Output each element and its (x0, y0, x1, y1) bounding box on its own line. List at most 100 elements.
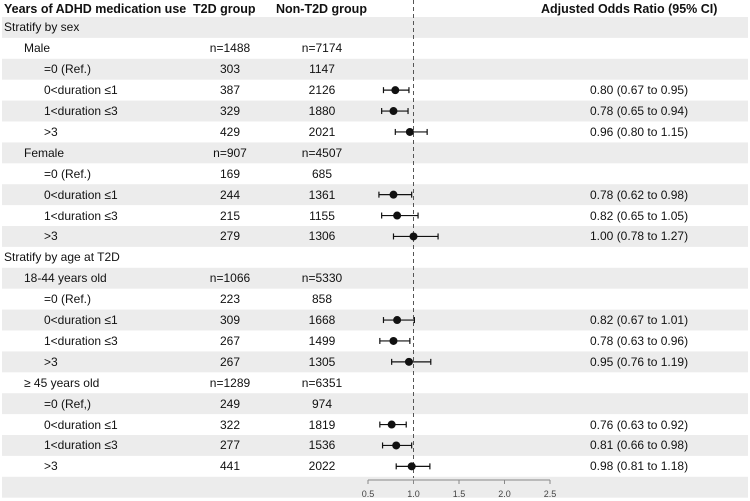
non-t2d-count: n=4507 (301, 145, 343, 160)
header-adjusted-odds-ratio: Adjusted Odds Ratio (95% CI) (541, 2, 718, 16)
odds-ratio-ci: 1.00 (0.78 to 1.27) (590, 229, 689, 244)
t2d-count: n=1289 (209, 375, 251, 390)
row-label: 1<duration ≤3 (44, 208, 118, 223)
row-band (2, 393, 748, 415)
odds-ratio-point (389, 336, 398, 345)
row-label: Male (24, 41, 51, 56)
x-tick-label: 0.5 (361, 489, 375, 499)
row-band (2, 435, 748, 456)
t2d-count: 303 (219, 62, 241, 77)
t2d-count: 249 (219, 396, 241, 411)
header-years: Years of ADHD medication use (4, 2, 187, 16)
non-t2d-count: n=7174 (301, 41, 343, 56)
ci-marks (378, 86, 439, 471)
t2d-count: 387 (219, 83, 241, 98)
odds-ratio-ci: 0.76 (0.63 to 0.92) (590, 417, 689, 432)
row-band (2, 351, 748, 373)
row-band (2, 476, 748, 498)
odds-ratio-ci: 0.95 (0.76 to 1.19) (590, 354, 689, 369)
t2d-count: 309 (219, 313, 241, 328)
t2d-count: 441 (219, 459, 241, 474)
row-bands (2, 17, 748, 498)
non-t2d-count: 2022 (308, 459, 336, 474)
odds-ratio-ci: 0.80 (0.67 to 0.95) (590, 83, 689, 98)
non-t2d-count: 974 (311, 396, 333, 411)
t2d-count: 277 (219, 438, 241, 453)
non-t2d-count: 2021 (308, 124, 336, 139)
odds-ratio-point (407, 462, 416, 471)
row-label: 18-44 years old (24, 271, 107, 286)
row-label: =0 (Ref.) (44, 166, 92, 181)
t2d-count: 322 (219, 417, 241, 432)
odds-ratio-point (405, 127, 414, 136)
row-band (2, 267, 748, 289)
x-tick-label: 2.0 (498, 489, 511, 499)
row-label: Stratify by age at T2D (4, 250, 120, 265)
row-label: >3 (44, 459, 58, 474)
x-tick-label: 2.5 (543, 489, 557, 499)
odds-ratio-ci: 0.98 (0.81 to 1.18) (590, 459, 689, 474)
non-t2d-count: 1306 (308, 229, 336, 244)
non-t2d-count: 858 (311, 292, 333, 307)
odds-ratio-ci: 0.78 (0.62 to 0.98) (590, 187, 689, 202)
t2d-count: n=1488 (209, 41, 251, 56)
non-t2d-count: 1361 (308, 187, 336, 202)
t2d-count: 267 (219, 354, 241, 369)
odds-ratio-point (389, 190, 398, 199)
row-label: =0 (Ref.) (44, 292, 92, 307)
row-label: 0<duration ≤1 (44, 83, 118, 98)
row-label: >3 (44, 354, 58, 369)
t2d-count: 329 (219, 104, 241, 119)
x-tick-label: 1.0 (407, 489, 420, 499)
row-label: 0<duration ≤1 (44, 313, 118, 328)
t2d-count: 215 (219, 208, 241, 223)
row-label: =0 (Ref.) (44, 62, 92, 77)
t2d-count: 429 (219, 124, 241, 139)
non-t2d-count: 1155 (309, 208, 335, 223)
non-t2d-count: 1880 (308, 104, 336, 119)
non-t2d-count: n=6351 (301, 375, 343, 390)
header-t2d-group: T2D group (193, 2, 256, 16)
row-band (2, 184, 748, 206)
t2d-count: 223 (219, 292, 241, 307)
row-band (2, 226, 748, 247)
odds-ratio-point (391, 86, 400, 95)
odds-ratio-ci: 0.78 (0.63 to 0.96) (590, 333, 689, 348)
header-non-t2d-group: Non-T2D group (276, 2, 367, 16)
row-label: ≥ 45 years old (24, 375, 100, 390)
odds-ratio-ci: 0.81 (0.66 to 0.98) (590, 438, 689, 453)
t2d-count: 267 (219, 333, 241, 348)
row-band (2, 58, 748, 80)
row-band (2, 142, 748, 164)
row-label: 1<duration ≤3 (44, 333, 118, 348)
row-label: =0 (Ref,) (44, 396, 92, 411)
row-label: >3 (44, 229, 58, 244)
row-label: 1<duration ≤3 (44, 438, 118, 453)
odds-ratio-ci: 0.78 (0.65 to 0.94) (590, 104, 689, 119)
odds-ratio-point (393, 211, 402, 220)
non-t2d-count: 1819 (308, 417, 336, 432)
odds-ratio-point (392, 441, 401, 450)
non-t2d-count: 685 (311, 166, 333, 181)
odds-ratio-point (389, 107, 398, 116)
odds-ratio-point (404, 357, 413, 366)
row-band (2, 309, 748, 331)
t2d-count: n=1066 (209, 271, 251, 286)
non-t2d-count: 1668 (308, 313, 336, 328)
x-axis-ticks (367, 480, 551, 484)
odds-ratio-point (387, 420, 396, 429)
row-label: 1<duration ≤3 (44, 104, 118, 119)
t2d-count: n=907 (213, 145, 247, 160)
odds-ratio-ci: 0.82 (0.65 to 1.05) (590, 208, 689, 223)
x-tick-label: 1.5 (452, 489, 466, 499)
odds-ratio-point (409, 232, 418, 241)
t2d-count: 279 (219, 229, 241, 244)
non-t2d-count: 1499 (308, 333, 336, 348)
row-label: Stratify by sex (4, 20, 80, 35)
non-t2d-count: 2126 (308, 83, 336, 98)
row-band (2, 100, 748, 122)
non-t2d-count: 1305 (308, 354, 336, 369)
non-t2d-count: 1536 (308, 438, 336, 453)
non-t2d-count: n=5330 (301, 271, 343, 286)
